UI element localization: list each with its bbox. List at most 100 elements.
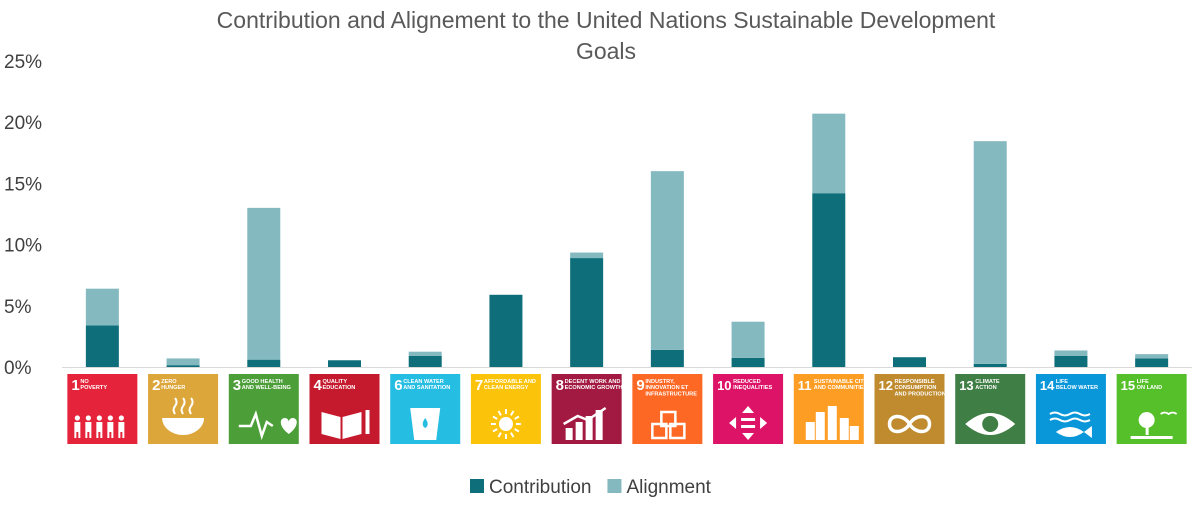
bar-alignment-sdg-15 (1135, 354, 1169, 359)
bar-contribution-sdg-9 (650, 349, 684, 367)
sdg-label-line: QUALITY (323, 379, 348, 385)
sdg-label-line: INFRASTRUCTURE (645, 391, 697, 397)
y-tick-label: 20% (4, 113, 42, 134)
sdg-label-line: DECENT WORK AND (565, 379, 621, 385)
sdg-label-line: LIFE (1056, 379, 1068, 385)
legend-item-contribution: Contribution (470, 477, 591, 498)
sdg-13-icon (965, 413, 1016, 435)
sdg-label-line: ECONOMIC GROWTH (565, 385, 623, 391)
bars (62, 113, 1192, 368)
sdg-label-line: SUSTAINABLE CITIES (814, 379, 873, 385)
bar-alignment-sdg-9 (650, 171, 684, 350)
bar-alignment-sdg-11 (812, 113, 846, 194)
sdg-label-line: BELOW WATER (1056, 385, 1098, 391)
sdg-4-icon (321, 410, 370, 439)
y-tick-label: 0% (4, 358, 32, 379)
bar-alignment-sdg-2 (166, 358, 200, 366)
sdg-label-line: INNOVATION ET (645, 385, 689, 391)
sdg-number: 8 (556, 377, 564, 394)
bar-contribution-sdg-3 (247, 359, 281, 367)
sdg-number: 11 (798, 378, 812, 393)
y-axis: 0% 5% 10% 15% 20% 25% (4, 52, 42, 379)
y-tick-label: 10% (4, 236, 42, 257)
y-tick-label: 25% (4, 52, 42, 73)
bar-alignment-sdg-1 (85, 288, 119, 326)
bar-contribution-sdg-15 (1135, 358, 1169, 367)
bar-contribution-sdg-13 (973, 363, 1007, 367)
legend-swatch (470, 479, 484, 493)
bar-alignment-sdg-13 (973, 141, 1007, 364)
sdg-number: 4 (314, 377, 323, 394)
sdg-14-icon (1049, 411, 1092, 438)
chart-title-line: Goals (576, 38, 636, 64)
bar-alignment-sdg-14 (1054, 350, 1088, 356)
bar-contribution-sdg-1 (85, 325, 119, 367)
sdg-number: 15 (1121, 378, 1135, 393)
sdg-label-line: CONSUMPTION (895, 385, 937, 391)
sdg-label-line: INEQUALITIES (733, 385, 772, 391)
sdg-label-line: RESPONSIBLE (895, 379, 935, 385)
bar-contribution-sdg-8 (570, 258, 604, 367)
sdg-8-icon (563, 406, 607, 440)
y-tick-label: 5% (4, 297, 32, 318)
sdg-label-line: AND SANITATION (403, 385, 450, 391)
sdg-number: 7 (475, 377, 483, 394)
sdg-label-line: INDUSTRY, (645, 379, 675, 385)
sdg-6-icon (410, 408, 441, 440)
sdg-tile-background (1116, 374, 1187, 444)
sdg-9-icon (651, 410, 686, 440)
sdg-label-line: HUNGER (161, 385, 185, 391)
sdg-tile-background (874, 374, 945, 444)
bar-contribution-sdg-14 (1054, 355, 1088, 367)
chart-title: Contribution and Alignement to the Unite… (217, 7, 996, 64)
bar-contribution-sdg-11 (812, 193, 846, 367)
bar-contribution-sdg-7 (489, 294, 523, 367)
sdg-number: 1 (71, 377, 79, 394)
bar-alignment-sdg-6 (408, 351, 442, 356)
sdg-label-line: AND PRODUCTION (895, 391, 946, 397)
sdg-label-line: LIFE (1137, 379, 1149, 385)
bar-contribution-sdg-6 (408, 355, 442, 367)
legend-item-alignment: Alignment (607, 477, 712, 498)
sdg-1-icon (74, 415, 125, 438)
legend-label: Alignment (626, 477, 711, 498)
sdg-10-icon (729, 406, 768, 440)
sdg-11-icon (805, 406, 859, 440)
chart-title-line: Contribution and Alignement to the Unite… (217, 7, 996, 33)
y-tick-label: 15% (4, 174, 42, 195)
sdg-label-line: AFFORDABLE AND (484, 379, 536, 385)
sdg-label-line: AND WELL-BEING (242, 385, 291, 391)
sdg-number: 2 (152, 377, 160, 394)
sdg-label-line: ZERO (161, 379, 177, 385)
sdg-label-line: POVERTY (80, 385, 107, 391)
sdg-label-line: GOOD HEALTH (242, 379, 283, 385)
sdg-3-icon (238, 410, 297, 441)
sdg-number: 12 (879, 378, 893, 393)
sdg-number: 6 (394, 377, 402, 394)
sdg-number: 3 (233, 377, 241, 394)
sdg-label-line: REDUCED (733, 379, 761, 385)
sdg-label-line: NO (80, 379, 89, 385)
sdg-2-icon (162, 397, 205, 435)
sdg-label-line: ACTION (975, 385, 996, 391)
sdg-number: 9 (636, 377, 644, 394)
sdg-12-icon (887, 414, 932, 434)
sdg-label-line: CLIMATE (975, 379, 1000, 385)
bar-contribution-sdg-10 (731, 357, 765, 367)
legend: Contribution Alignment (470, 477, 712, 498)
sdg-15-icon (1130, 411, 1178, 439)
